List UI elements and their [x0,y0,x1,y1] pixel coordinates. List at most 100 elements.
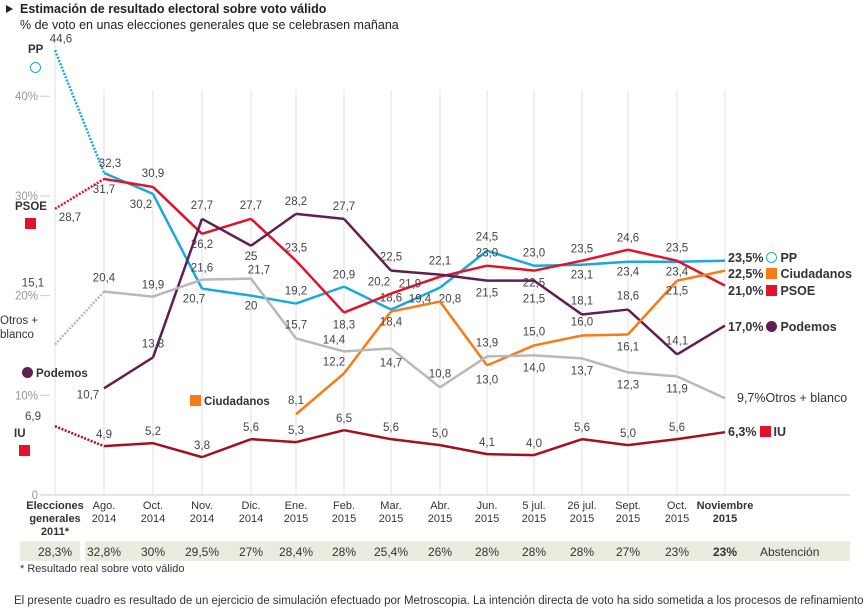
series-segment-podemos [533,279,583,316]
y-tick-label: 0 [32,490,38,502]
x-tick-label: Sept. 2015 [598,500,658,526]
series-segment-pp [343,285,392,311]
x-tick-label: Noviembre 2015 [695,500,755,526]
series-segment-iu [343,428,392,441]
left-label-iu: IU [14,428,26,440]
data-label: 23,0 [523,248,545,260]
data-label: 5,0 [620,428,636,440]
data-label: 6,9 [25,411,41,423]
series-segment-ciudadanos [343,310,392,375]
abstention-value: 27% [238,545,264,559]
series-segment-pp [295,285,345,305]
data-label: 20,7 [183,294,205,306]
data-label: 15,0 [523,326,545,338]
series-segment-psoe [486,264,535,272]
x-tick-label: Nov. 2014 [172,500,232,526]
data-label: 15,7 [285,319,307,331]
data-label: 12,3 [617,379,639,391]
series-segment-ciudadanos [676,269,726,282]
data-label: 26,2 [191,239,213,251]
series-segment-psoe [201,217,252,235]
x-tick-line: 5 jul. [522,500,546,512]
data-label: 44,6 [50,33,72,45]
data-label: 10,8 [429,368,451,380]
x-tick-line: Mar. [380,500,402,512]
data-label: 21,7 [248,265,270,277]
series-segment-pp [676,259,726,263]
footnote: * Resultado real sobre voto válido [20,563,185,575]
series-segment-psoe [390,275,441,295]
x-tick-line: 2014 [238,513,264,525]
data-label: 19,2 [285,286,307,298]
data-label: 18,4 [380,317,403,329]
series-segment-pp [201,287,252,297]
x-tick-line: 2015 [569,513,595,525]
x-tick-label: Mar. 2015 [361,500,421,526]
data-label: 24,6 [617,233,639,245]
x-tick-line: Jun. [476,500,498,512]
series-segment-podemos [250,212,297,247]
series-segment-otros-blanco [103,290,154,298]
data-label: 30,2 [130,199,152,211]
series-segment-otros-blanco [152,278,203,298]
series-segment-psoe [343,292,392,314]
series-segment-podemos [103,356,154,390]
series-segment-podemos [439,273,488,282]
data-label: 13,9 [476,337,498,349]
series-segment-podemos [581,308,629,316]
methodology-note: El presente cuadro es resultado de un ej… [14,595,864,607]
abstention-value: 28% [521,545,547,559]
data-label: 4,0 [526,438,542,450]
line-plot: 0 10% 20% 30% 40% 44,6 32,3 30,2 20,7 20 19,2 20,9 1… [15,33,850,502]
data-label: 12,2 [323,356,345,368]
x-tick-line: 2014 [189,513,215,525]
pp-logo-icon [766,252,778,263]
series-segment-iu [390,437,441,447]
x-tick-line: Oct. [142,500,164,512]
data-label: 21,5 [476,288,498,300]
series-segment-otros-blanco [295,337,345,353]
data-label: 19,9 [142,280,164,292]
data-label: 16,1 [617,341,639,353]
x-tick-line: 2015 [521,513,547,525]
series-segment-psoe [54,177,105,210]
abstention-value: 28% [474,545,500,559]
series-segment-iu [103,441,154,448]
x-tick-line: Nov. [191,500,213,512]
abstention-value: 23% [712,545,738,559]
x-tick-line: 2014 [140,513,166,525]
x-tick-label: 5 jul. 2015 [504,500,564,526]
series-segment-otros-blanco [390,347,441,389]
iu-logo-icon [759,426,771,437]
x-tick-label: Ago. 2014 [74,500,134,526]
x-tick-line: 2015 [474,513,500,525]
data-label: 21,9 [399,279,421,291]
end-name-psoe: PSOE [780,284,816,298]
data-label: 27,7 [191,200,213,212]
end-name-pp: PP [780,251,798,265]
end-value-iu: 6,3% [728,425,757,439]
series-segment-otros-blanco [250,277,297,340]
end-name-podemos: Podemos [780,320,837,334]
series-segment-iu [250,437,297,444]
data-label: 21,6 [191,263,213,275]
series-segment-podemos [343,217,392,272]
ciudadanos-logo-icon [190,395,201,406]
data-label: 11,9 [666,383,688,395]
abstention-value: 28,3% [37,545,73,559]
series-segment-pp [53,49,106,174]
left-label-podemos-text: Podemos [36,368,88,380]
series-segment-iu [152,441,203,459]
series-segment-psoe [152,186,203,235]
end-label-podemos: 17,0% Podemos [728,320,837,334]
end-label-otros: 9,7%Otros + blanco [737,391,847,405]
data-label: 5,2 [145,426,161,438]
y-tick-label: 10% [15,390,38,402]
series-segment-podemos [295,212,345,221]
left-label-otros-1: Otros + [0,315,39,327]
end-value-podemos: 17,0% [728,320,764,334]
data-label: 20,4 [93,273,116,285]
end-value-otros: 9,7% [737,391,766,405]
end-name-iu: IU [773,425,787,439]
data-label: 4,9 [96,429,112,441]
